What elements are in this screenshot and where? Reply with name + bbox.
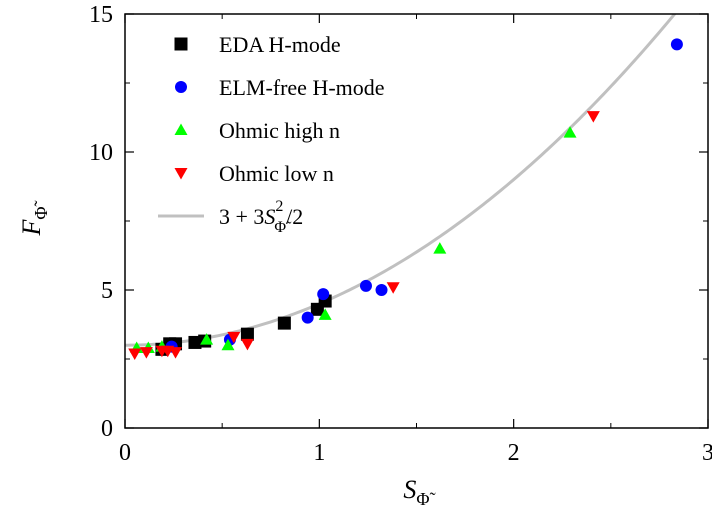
legend-label: Ohmic high n (219, 118, 340, 143)
x-axis-label: SΦ̃ (403, 475, 435, 509)
data-point (240, 327, 254, 341)
y-tick-label: 15 (89, 2, 113, 28)
legend-label: ELM-free H-mode (219, 75, 385, 100)
data-point (563, 126, 577, 138)
legend-curve-pre: 3 + 3 (219, 204, 264, 229)
legend-label: Ohmic low n (219, 161, 334, 186)
series-2 (130, 126, 577, 353)
data-point (169, 347, 183, 359)
data-point (670, 38, 683, 51)
data-point (128, 348, 142, 360)
data-point (318, 308, 332, 320)
legend-label: EDA H-mode (219, 32, 341, 57)
y-axis-label: FΦ̃ (17, 200, 51, 236)
series-0 (155, 294, 332, 356)
legend-marker (174, 168, 188, 180)
data-point (317, 288, 330, 301)
y-tick-label: 10 (89, 140, 113, 166)
data-point (221, 338, 235, 351)
data-point (386, 282, 400, 294)
legend-marker (175, 81, 187, 93)
fit-curve-layer (125, 14, 677, 347)
data-point (586, 111, 600, 123)
series-3 (128, 111, 600, 360)
y-axis-label-main: F (17, 219, 46, 237)
data-point (200, 333, 214, 345)
y-axis-label-sub: Φ̃ (31, 200, 51, 219)
data-point (359, 279, 372, 292)
legend-label-curve: 3 + 3S2 Φ̃/2 (219, 198, 303, 236)
x-tick-label: 3 (702, 440, 712, 466)
legend: EDA H-mode ELM-free H-mode Ohmic high n Ohm… (158, 32, 385, 236)
x-axis-label-sub: Φ̃ (416, 489, 435, 509)
data-point (240, 338, 254, 351)
data-point (139, 347, 153, 359)
data-point (433, 242, 447, 254)
x-tick-label: 2 (508, 440, 520, 466)
y-tick-label: 5 (101, 278, 113, 304)
legend-curve-post: /2 (286, 204, 303, 229)
fit-curve (125, 14, 677, 347)
data-point (375, 284, 388, 296)
x-tick-label: 1 (313, 440, 325, 466)
legend-curve-var: S (264, 204, 275, 229)
ticks-layer: 0 1 2 3 0 5 10 15 (89, 2, 712, 466)
data-point (227, 331, 241, 344)
legend-marker (174, 37, 188, 51)
data-points-layer (128, 38, 683, 360)
x-axis-label-main: S (403, 475, 416, 504)
legend-curve-sup: 2 (275, 198, 283, 215)
legend-marker (174, 123, 188, 135)
x-tick-label: 0 (119, 440, 131, 466)
y-tick-label: 0 (101, 416, 113, 442)
data-point (301, 311, 314, 324)
data-point (277, 316, 291, 330)
